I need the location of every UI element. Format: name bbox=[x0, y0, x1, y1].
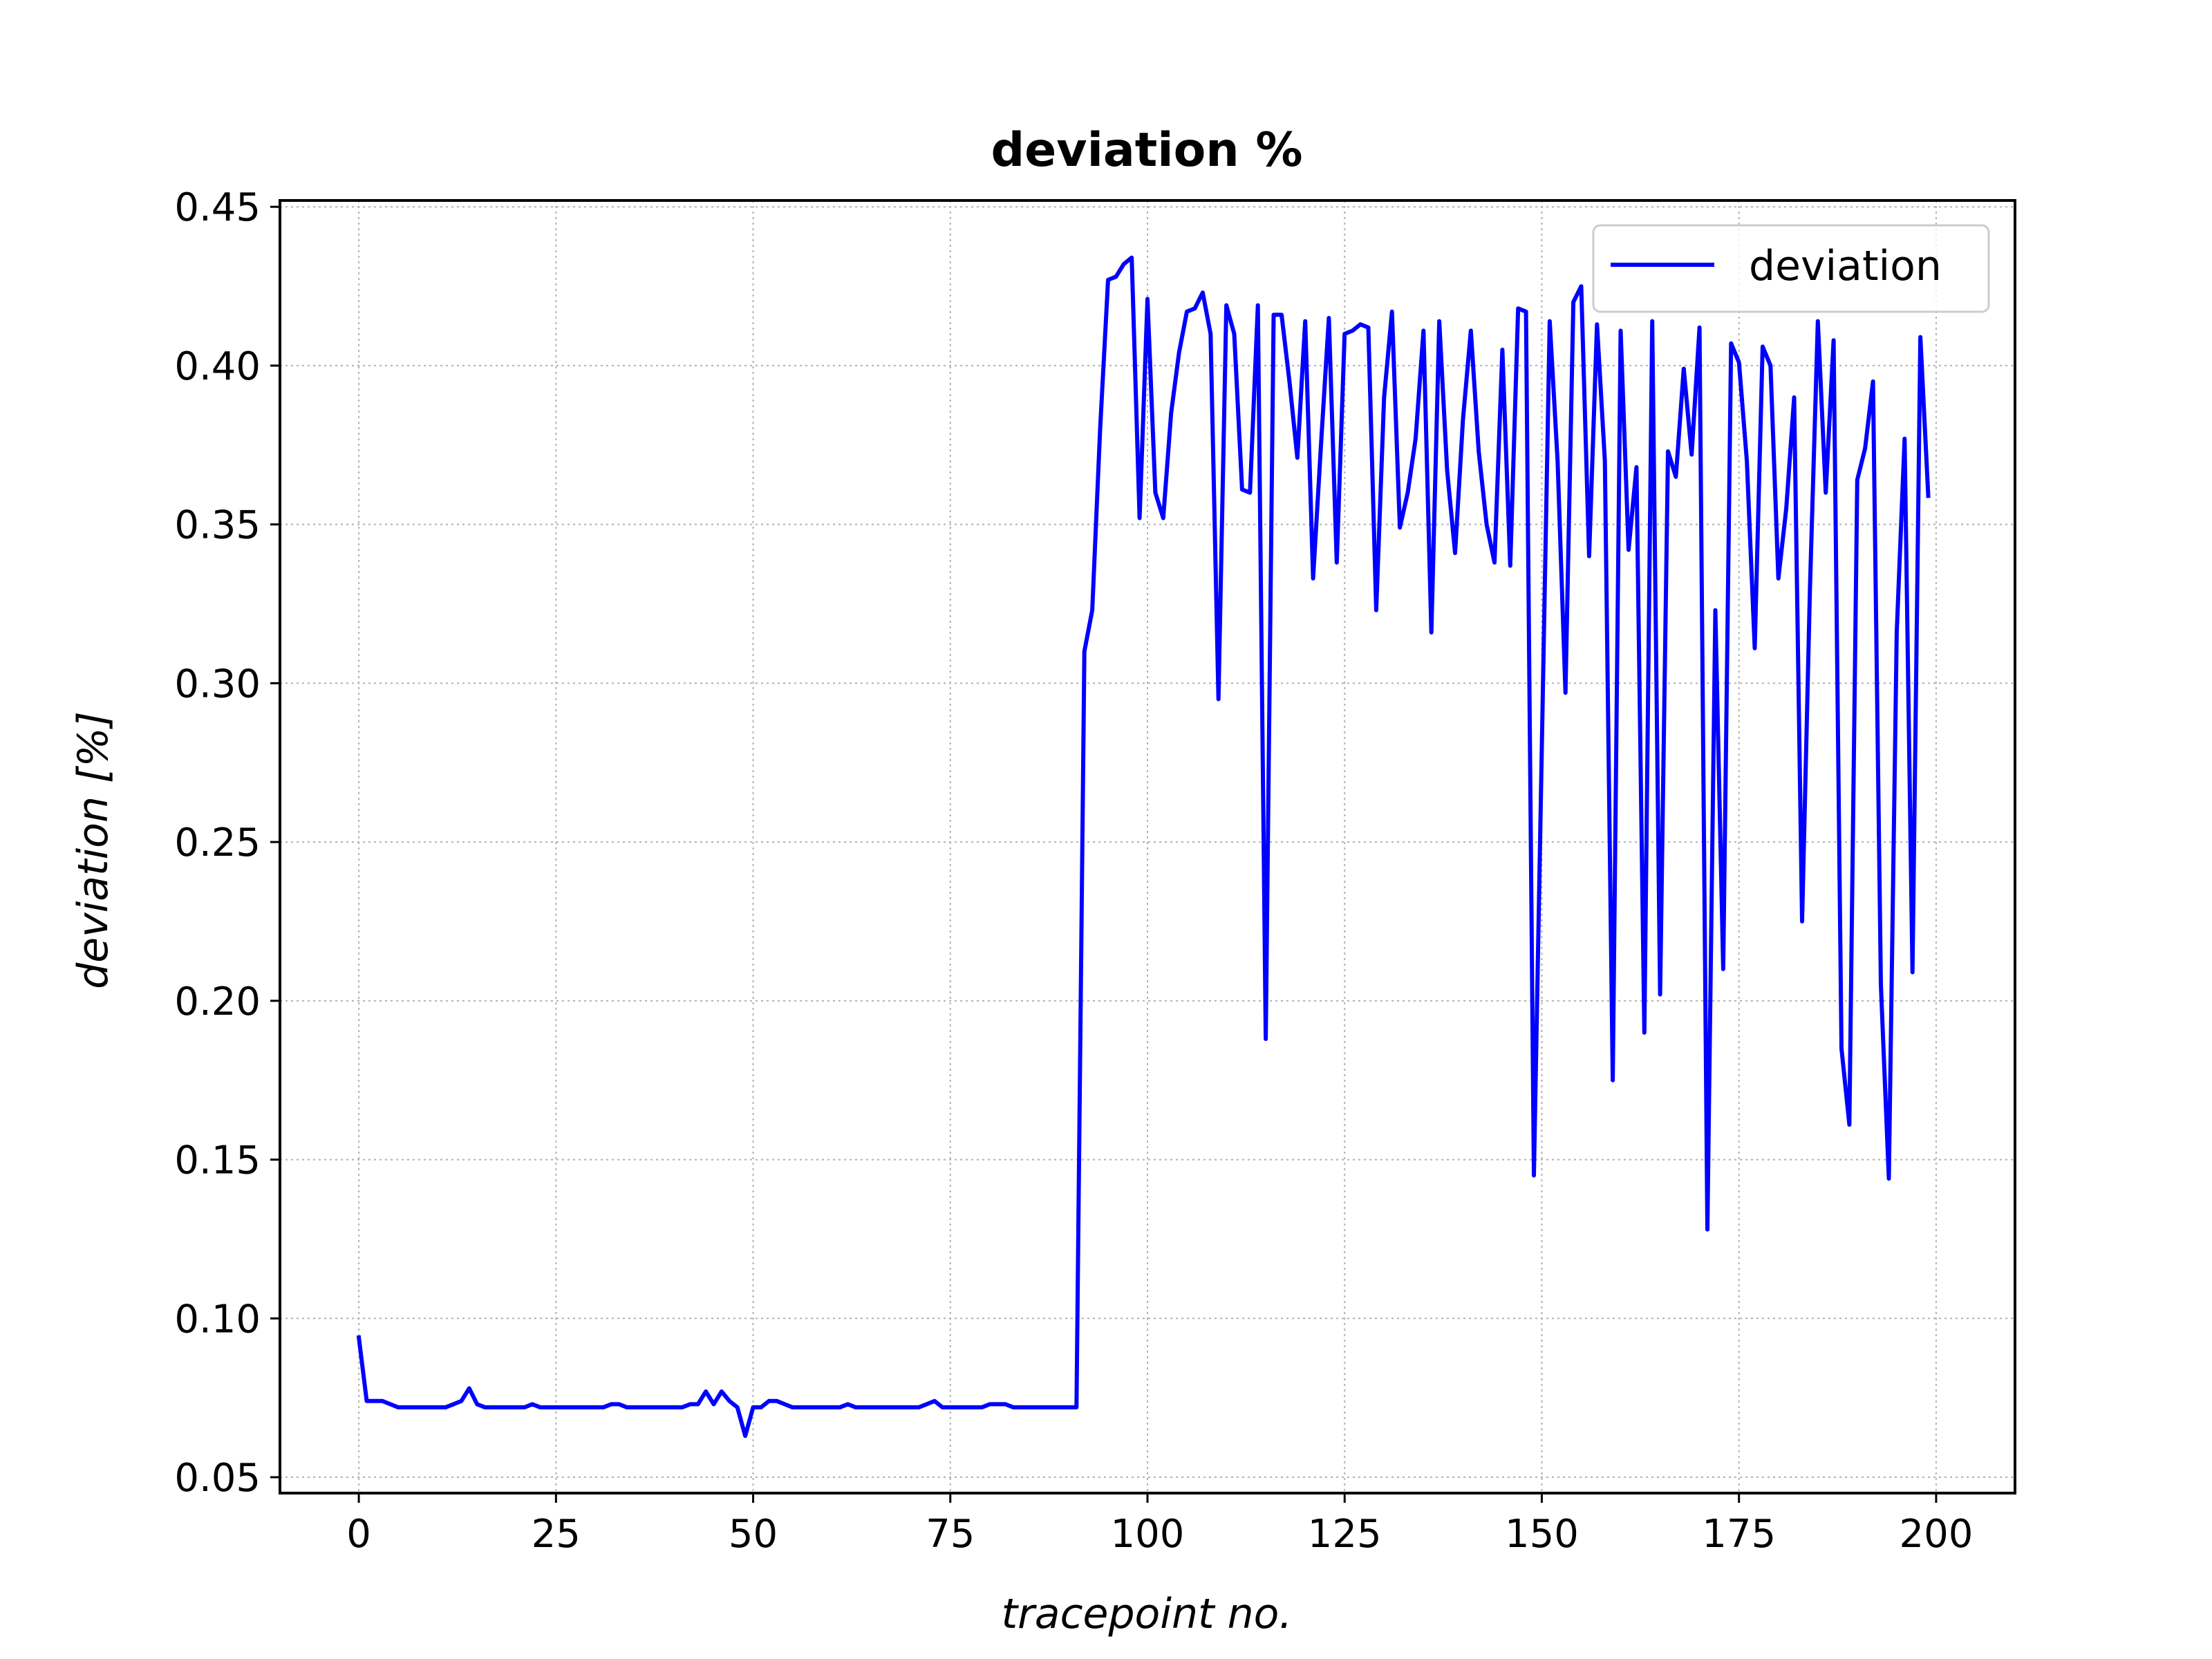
x-tick-label: 175 bbox=[1702, 1512, 1776, 1557]
x-tick-label: 50 bbox=[729, 1512, 778, 1557]
x-tick-label: 200 bbox=[1899, 1512, 1973, 1557]
x-tick-label: 25 bbox=[532, 1512, 581, 1557]
y-tick-label: 0.25 bbox=[174, 821, 261, 865]
series-layer bbox=[356, 255, 1931, 1438]
series-line-deviation bbox=[356, 255, 1931, 1438]
chart-title: deviation % bbox=[991, 123, 1302, 178]
y-tick-label: 0.30 bbox=[174, 662, 261, 706]
x-tick-label: 150 bbox=[1505, 1512, 1579, 1557]
x-tick-label: 100 bbox=[1111, 1512, 1185, 1557]
y-tick-label: 0.15 bbox=[174, 1138, 261, 1183]
y-tick-label: 0.45 bbox=[174, 185, 261, 230]
x-tick-label: 75 bbox=[926, 1512, 975, 1557]
legend-label-deviation: deviation bbox=[1749, 242, 1942, 290]
y-tick-label: 0.40 bbox=[174, 344, 261, 389]
x-axis: 0 25 50 75 100 125 150 175 200 bbox=[346, 1493, 1973, 1557]
y-axis: 0.05 0.10 0.15 0.20 0.25 0.30 0.35 0.40 0.45 bbox=[174, 185, 280, 1501]
grid-lines bbox=[280, 200, 2015, 1493]
legend-box bbox=[1592, 224, 1990, 313]
y-tick-label: 0.10 bbox=[174, 1297, 261, 1342]
x-tick-label: 125 bbox=[1308, 1512, 1382, 1557]
x-axis-label: tracepoint no. bbox=[1002, 1590, 1293, 1638]
x-tick-label: 0 bbox=[346, 1512, 371, 1557]
y-tick-label: 0.20 bbox=[174, 980, 261, 1024]
y-tick-label: 0.05 bbox=[174, 1456, 261, 1501]
legend: deviation bbox=[1592, 224, 1990, 313]
y-axis-label: deviation [%] bbox=[69, 711, 118, 989]
y-tick-label: 0.35 bbox=[174, 503, 261, 548]
